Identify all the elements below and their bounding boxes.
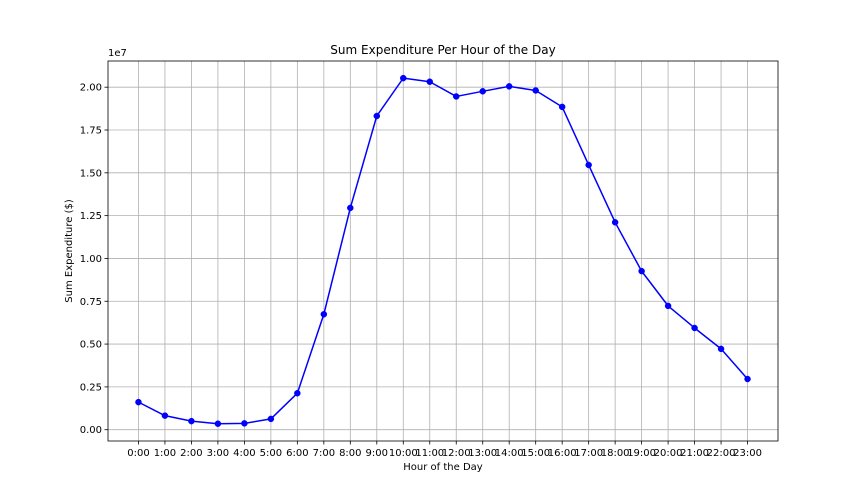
y-tick-layer: 0.00 0.25 0.50 0.75 1.00 1.25 1.50 1.75 2.00 bbox=[80, 83, 108, 436]
data-point bbox=[373, 112, 381, 120]
x-tick-label: 2:00 bbox=[180, 448, 202, 459]
x-tick-label: 12:00 bbox=[442, 448, 471, 459]
y-tick-label: 0.25 bbox=[80, 382, 102, 393]
data-point bbox=[426, 78, 434, 85]
x-tick-label: 4:00 bbox=[233, 448, 255, 459]
y-tick-label: 0.75 bbox=[80, 297, 102, 308]
data-point bbox=[161, 412, 169, 419]
data-point bbox=[294, 389, 301, 397]
data-point bbox=[479, 88, 486, 95]
data-point bbox=[241, 420, 248, 427]
series-line-layer bbox=[138, 77, 749, 425]
y-tick-label: 1.75 bbox=[80, 126, 102, 137]
data-point bbox=[611, 219, 619, 226]
x-tick-label: 11:00 bbox=[415, 448, 444, 459]
x-tick-label: 21:00 bbox=[680, 448, 709, 459]
x-tick-label: 19:00 bbox=[627, 448, 656, 459]
plot-frame bbox=[107, 60, 779, 442]
data-point bbox=[638, 267, 645, 275]
data-point bbox=[188, 417, 195, 425]
data-point bbox=[744, 375, 751, 383]
y-tick-label: 2.00 bbox=[80, 83, 102, 94]
data-point bbox=[135, 398, 142, 406]
x-tick-label: 5:00 bbox=[260, 448, 282, 459]
chart-title: Sum Expenditure Per Hour of the Day bbox=[330, 43, 555, 57]
y-tick-label: 1.00 bbox=[80, 254, 102, 265]
data-point bbox=[400, 74, 407, 82]
y-tick-label: 0.00 bbox=[80, 425, 102, 436]
x-tick-label: 1:00 bbox=[154, 448, 176, 459]
data-point bbox=[320, 311, 328, 318]
y-tick-label: 0.50 bbox=[80, 340, 102, 351]
x-tick-label: 8:00 bbox=[339, 448, 361, 459]
y-tick-label: 1.50 bbox=[80, 168, 102, 179]
series-line bbox=[138, 77, 749, 425]
data-point bbox=[558, 103, 566, 111]
x-tick-label: 18:00 bbox=[601, 448, 630, 459]
data-point bbox=[267, 415, 275, 423]
x-tick-label: 9:00 bbox=[366, 448, 388, 459]
data-point bbox=[585, 161, 592, 169]
x-tick-label: 15:00 bbox=[521, 448, 550, 459]
data-point bbox=[214, 420, 222, 427]
y-tick-label: 1.25 bbox=[80, 211, 102, 222]
x-tick-label: 23:00 bbox=[733, 448, 762, 459]
x-tick-label: 14:00 bbox=[495, 448, 524, 459]
x-tick-label: 13:00 bbox=[468, 448, 497, 459]
x-tick-label: 20:00 bbox=[654, 448, 683, 459]
data-point bbox=[532, 87, 539, 94]
x-tick-label: 22:00 bbox=[707, 448, 736, 459]
y-axis-label: Sum Expenditure ($) bbox=[64, 199, 75, 303]
x-axis-label: Hour of the Day bbox=[403, 462, 483, 473]
data-point bbox=[664, 302, 672, 310]
data-point bbox=[691, 324, 698, 332]
data-point bbox=[347, 204, 354, 212]
y-offset-label: 1e7 bbox=[108, 48, 127, 59]
x-tick-label: 16:00 bbox=[548, 448, 577, 459]
x-tick-label: 3:00 bbox=[207, 448, 229, 459]
marker-layer bbox=[135, 74, 751, 427]
data-point bbox=[452, 93, 460, 100]
x-tick-layer: 0:00 1:00 2:00 3:00 4:00 5:00 6:00 7:00 8:00 9:00… bbox=[127, 441, 762, 459]
x-tick-label: 6:00 bbox=[286, 448, 308, 459]
data-point bbox=[505, 83, 513, 90]
x-tick-label: 7:00 bbox=[313, 448, 335, 459]
x-tick-label: 0:00 bbox=[127, 448, 149, 459]
grid bbox=[108, 61, 778, 441]
x-tick-label: 10:00 bbox=[389, 448, 418, 459]
x-tick-label: 17:00 bbox=[574, 448, 603, 459]
data-point bbox=[717, 345, 725, 353]
